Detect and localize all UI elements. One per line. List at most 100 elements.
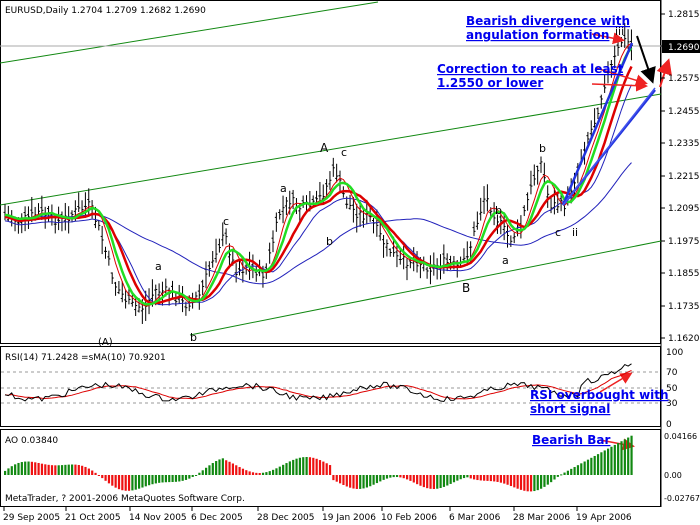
- ao-bar: [345, 475, 348, 487]
- ao-bar: [620, 441, 623, 475]
- ao-bar: [580, 463, 583, 475]
- ao-bar: [107, 475, 111, 484]
- ao-bar: [47, 464, 50, 475]
- time-axis-label: 21 Oct 2005: [65, 513, 121, 523]
- channel-line: [189, 240, 662, 336]
- ao-bar: [308, 457, 312, 475]
- ao-axis: 0.04166 0.00 -0.02767: [664, 432, 700, 503]
- ao-bar: [566, 470, 569, 475]
- ao-bar: [332, 475, 335, 481]
- ao-bar: [546, 475, 549, 485]
- price-axis-label: 1.1735: [668, 302, 700, 312]
- ao-bar: [570, 468, 573, 475]
- ao-bar: [560, 474, 563, 476]
- ao-bar: [395, 475, 399, 478]
- ao-bar: [416, 475, 419, 485]
- arrow-up-red: [656, 58, 672, 88]
- ma-fast-red-thin: [4, 42, 632, 307]
- ao-bar: [553, 475, 556, 480]
- ao-bar: [261, 472, 265, 475]
- ao-bar: [30, 461, 33, 475]
- time-axis: 29 Sep 2005 21 Oct 2005 14 Nov 2005 6 Dec 2…: [3, 507, 632, 523]
- ao-bar: [462, 475, 466, 479]
- fan-line-steep: [561, 42, 634, 206]
- wave-label-ii: ii: [572, 226, 578, 239]
- ao-bar: [339, 475, 342, 484]
- ao-bar: [211, 463, 214, 475]
- ao-bar: [208, 465, 211, 475]
- ao-bar: [550, 475, 553, 483]
- ao-bar: [610, 446, 613, 475]
- ao-bar: [258, 472, 261, 475]
- ao-bar: [432, 475, 435, 489]
- ao-header: AO 0.03840: [5, 436, 58, 446]
- ao-bar: [406, 475, 409, 480]
- ao-bar: [295, 458, 298, 475]
- ao-bar: [302, 457, 305, 475]
- ao-bar: [630, 435, 633, 475]
- ao-bar: [191, 475, 194, 477]
- wave-label-b1: b: [190, 331, 197, 344]
- rsi-axis-label: 0: [666, 420, 672, 430]
- ao-bar: [248, 471, 251, 475]
- ao-bar: [603, 450, 606, 475]
- ao-bar: [452, 475, 456, 483]
- ao-bar: [144, 475, 147, 487]
- ao-bar: [442, 475, 446, 487]
- ao-bar: [556, 475, 559, 477]
- ao-bar: [184, 475, 188, 480]
- angulation-fan-lines: [561, 42, 656, 206]
- ao-bar: [328, 465, 332, 475]
- wave-labels: a b (A) b c a b A c B a b c ii iii: [98, 25, 624, 348]
- rsi-axis-label: 100: [666, 348, 683, 358]
- ao-bar: [573, 467, 576, 475]
- rsi-line: [4, 363, 632, 403]
- rsi-header: RSI(14) 71.2428 =sMA(10) 70.9201: [5, 353, 166, 363]
- channel-line: [0, 93, 662, 206]
- wave-label-a1: a: [155, 260, 162, 273]
- time-axis-label: 19 Apr 2006: [576, 513, 632, 523]
- ao-bar: [392, 475, 395, 478]
- ao-bar: [335, 475, 338, 482]
- ao-bar: [523, 475, 526, 491]
- ao-bar: [188, 475, 191, 479]
- ao-bar: [37, 462, 40, 475]
- price-axis-label: 1.2095: [668, 204, 700, 214]
- time-axis-label: 14 Nov 2005: [129, 513, 187, 523]
- ma-green-thick: [4, 47, 633, 306]
- ao-bar: [74, 464, 77, 475]
- ao-bar: [10, 466, 13, 475]
- ao-bar: [201, 470, 204, 475]
- ao-bar: [154, 475, 157, 484]
- channel-line: [0, 1, 379, 64]
- arrow-rsi: [599, 372, 633, 393]
- ao-bar: [265, 472, 268, 475]
- ao-bar: [613, 444, 616, 475]
- ao-bar: [493, 475, 496, 482]
- ao-bar: [526, 475, 529, 492]
- ao-bar: [124, 475, 127, 491]
- price-axis: 1.28151.26951.25751.24551.23351.22151.20…: [661, 10, 700, 344]
- ao-bar: [71, 464, 74, 475]
- ao-bar: [476, 475, 479, 481]
- rsi-axis-label: 30: [666, 399, 678, 409]
- ao-bar: [282, 464, 285, 475]
- ao-bar: [117, 475, 121, 490]
- ao-bar: [91, 470, 94, 475]
- ao-bar: [268, 471, 271, 475]
- ao-bar: [322, 461, 325, 475]
- price-axis-label: 1.1855: [668, 269, 700, 279]
- ao-bar: [426, 475, 429, 489]
- wave-label-b3: b: [539, 142, 546, 155]
- ao-axis-label: 0.00: [664, 471, 682, 480]
- rsi-annotation-line1: RSI overbought with: [530, 388, 669, 402]
- ao-bar: [422, 475, 425, 488]
- ao-bar: [181, 475, 184, 481]
- ao-bar: [489, 475, 492, 482]
- ao-bar: [275, 468, 278, 475]
- ao-bar: [355, 475, 358, 489]
- current-price-label: 1.2690: [668, 43, 700, 53]
- ao-bar: [315, 458, 318, 475]
- ao-bar: [101, 475, 104, 479]
- ao-bar: [369, 475, 372, 487]
